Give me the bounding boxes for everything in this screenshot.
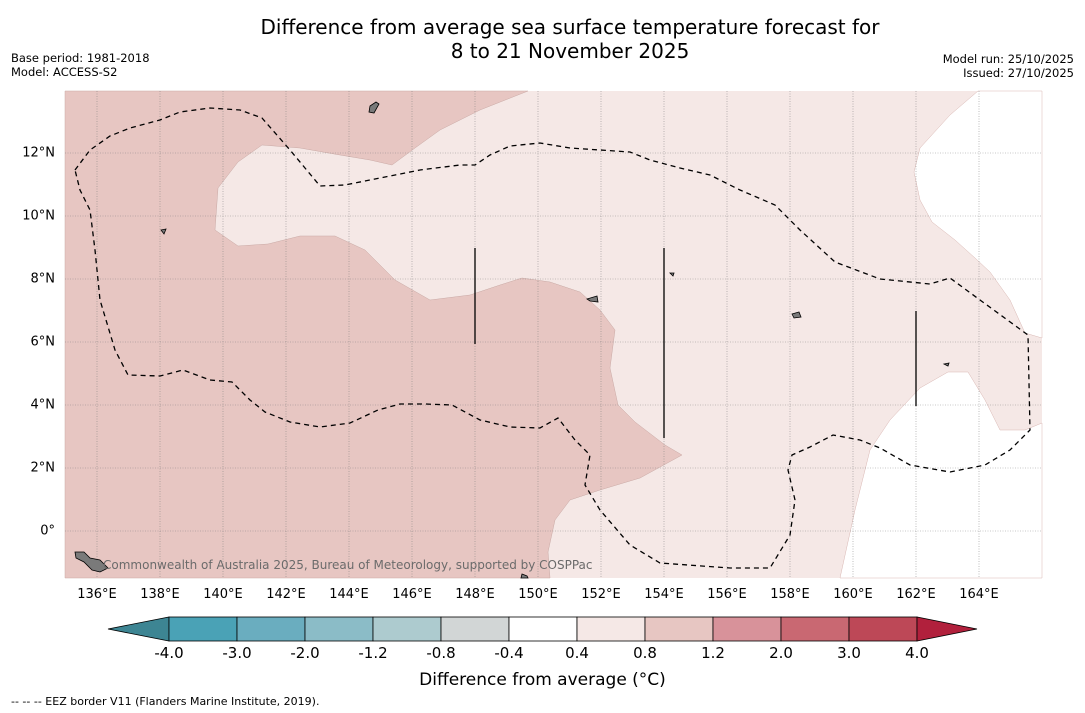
footnote-eez: -- -- -- EEZ border V11 (Flanders Marine…	[11, 695, 320, 708]
y-tick-label: 0°	[40, 523, 55, 539]
colorbar-segment	[712, 616, 782, 642]
y-tick-label: 8°N	[30, 271, 56, 287]
x-tick-label: 154°E	[644, 587, 684, 602]
x-tick-label: 162°E	[896, 587, 936, 602]
title-line-2: 8 to 21 November 2025	[450, 39, 690, 63]
island	[942, 362, 950, 367]
eez-borders	[74, 107, 1031, 569]
colorbar-tick-label: -3.0	[222, 644, 252, 662]
x-tick-label: 144°E	[329, 587, 369, 602]
colorbar-segment	[236, 616, 306, 642]
island	[520, 573, 529, 579]
x-tick-label: 146°E	[392, 587, 432, 602]
colorbar-tick-label: -0.4	[494, 644, 524, 662]
islands	[74, 101, 950, 579]
x-tick-label: 136°E	[77, 587, 117, 602]
map-credit: Commonwealth of Australia 2025, Bureau o…	[103, 558, 593, 572]
anomaly-region-warm	[64, 90, 683, 579]
colorbar-segment	[644, 616, 714, 642]
island	[669, 272, 675, 277]
island	[791, 311, 802, 319]
x-tick-label: 158°E	[770, 587, 810, 602]
island	[160, 228, 167, 235]
x-tick-label: 148°E	[455, 587, 495, 602]
island-new-guinea	[74, 551, 109, 573]
map-panel	[64, 90, 1043, 579]
colorbar-tick-label: 4.0	[905, 644, 929, 662]
y-tick-label: 4°N	[30, 397, 56, 413]
colorbar-under-extension	[107, 616, 170, 642]
colorbar-segment	[168, 616, 238, 642]
y-tick-label: 2°N	[30, 460, 56, 476]
colorbar-tick-label: 0.8	[633, 644, 657, 662]
colorbar-tick-label: -1.2	[358, 644, 388, 662]
model-name: Model: ACCESS-S2	[11, 65, 118, 79]
anomaly-region-neutral	[839, 371, 1043, 579]
island	[586, 295, 599, 303]
title-line-1: Difference from average sea surface temp…	[260, 15, 880, 39]
y-tick-label: 10°N	[22, 208, 55, 224]
x-tick-label: 156°E	[707, 587, 747, 602]
colorbar-segment	[304, 616, 374, 642]
colorbar-tick-label: 2.0	[769, 644, 793, 662]
eez-border-palau	[74, 107, 1031, 569]
colorbar	[107, 616, 978, 642]
x-tick-label: 152°E	[581, 587, 621, 602]
colorbar-title: Difference from average (°C)	[419, 670, 666, 690]
colorbar-tick-label: 1.2	[701, 644, 725, 662]
x-tick-label: 142°E	[266, 587, 306, 602]
x-tick-label: 140°E	[203, 587, 243, 602]
colorbar-tick-label: 3.0	[837, 644, 861, 662]
meta-left: Base period: 1981-2018 Model: ACCESS-S2	[11, 51, 150, 79]
x-tick-label: 138°E	[140, 587, 180, 602]
colorbar-segment	[372, 616, 442, 642]
colorbar-segment	[508, 616, 578, 642]
colorbar-segment	[780, 616, 850, 642]
colorbar-tick-label: 0.4	[565, 644, 589, 662]
x-tick-label: 164°E	[959, 587, 999, 602]
x-tick-label: 150°E	[518, 587, 558, 602]
colorbar-tick-label: -0.8	[426, 644, 456, 662]
island	[368, 101, 380, 114]
issued-date: Issued: 27/10/2025	[963, 66, 1074, 80]
colorbar-segment	[440, 616, 510, 642]
eez-border-fsm-lines	[474, 248, 917, 438]
meta-right: Model run: 25/10/2025 Issued: 27/10/2025	[943, 52, 1074, 80]
x-tick-label: 160°E	[833, 587, 873, 602]
colorbar-segment	[576, 616, 646, 642]
chart-title: Difference from average sea surface temp…	[0, 15, 1085, 63]
base-period: Base period: 1981-2018	[11, 51, 150, 65]
y-tick-label: 6°N	[30, 334, 56, 350]
model-run: Model run: 25/10/2025	[942, 52, 1074, 66]
colorbar-segment	[848, 616, 918, 642]
colorbar-over-extension	[916, 616, 978, 642]
colorbar-tick-label: -2.0	[290, 644, 320, 662]
colorbar-tick-label: -4.0	[154, 644, 184, 662]
y-tick-label: 12°N	[22, 145, 55, 161]
